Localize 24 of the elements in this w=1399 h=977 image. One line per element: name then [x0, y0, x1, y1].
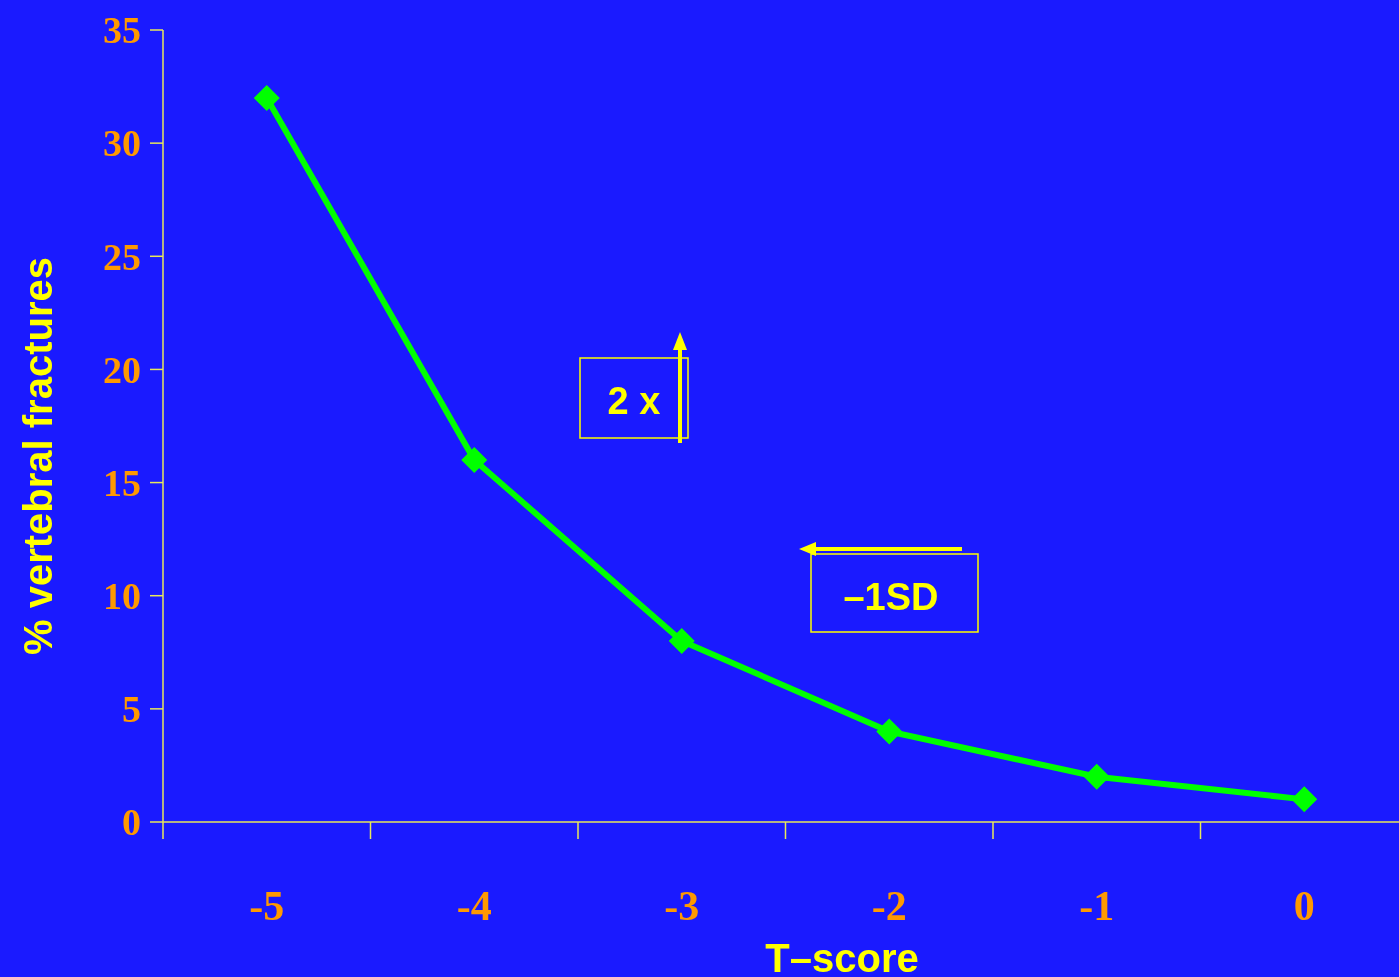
- x-tick-label: -1: [1079, 882, 1115, 929]
- x-tick-label: 0: [1293, 882, 1315, 929]
- y-tick-label: 20: [103, 348, 141, 391]
- point: [1083, 763, 1110, 790]
- point: [668, 627, 695, 654]
- point: [253, 84, 280, 111]
- point: [1291, 786, 1318, 813]
- y-tick-label: 5: [122, 688, 141, 731]
- x-tick-label: -4: [456, 882, 492, 929]
- y-axis-title: % vertebral fractures: [16, 257, 60, 655]
- x-tick-label: -5: [249, 882, 285, 929]
- point: [461, 446, 488, 473]
- annotation: –1SD: [843, 576, 939, 619]
- y-tick-label: 0: [122, 801, 141, 844]
- annotation: 2 x: [607, 380, 661, 423]
- x-tick-label: -2: [871, 882, 907, 929]
- y-tick-label: 30: [103, 122, 141, 165]
- x-tick-label: -3: [664, 882, 700, 929]
- point: [876, 718, 903, 745]
- y-tick-label: 10: [103, 575, 141, 618]
- y-tick-label: 35: [103, 9, 141, 52]
- x-axis-title: T–score: [765, 936, 919, 977]
- y-tick-label: 15: [103, 461, 141, 504]
- y-tick-label: 25: [103, 235, 141, 278]
